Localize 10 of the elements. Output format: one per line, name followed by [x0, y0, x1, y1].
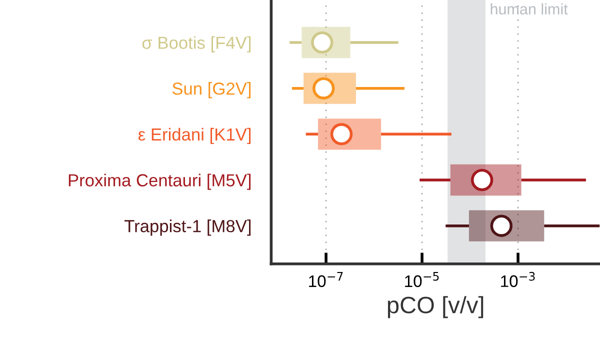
x-tick-label: 10$^{−3}$ — [501, 272, 535, 288]
x-tick-label: 10$^{−7}$ — [309, 272, 343, 288]
y-tick-label: Trappist-1 [M8V] — [124, 220, 251, 236]
y-tick-label: σ Bootis [F4V] — [142, 36, 251, 52]
x-axis-title: pCO [v/v] — [388, 296, 484, 318]
x-tick-label: 10$^{−5}$ — [405, 272, 439, 288]
y-tick-label: Proxima Centauri [M5V] — [68, 174, 251, 190]
y-tick-label: ε Eridani [K1V] — [138, 128, 251, 144]
band-label: human limit — [490, 3, 568, 15]
y-tick-label: Sun [G2V] — [172, 82, 251, 98]
